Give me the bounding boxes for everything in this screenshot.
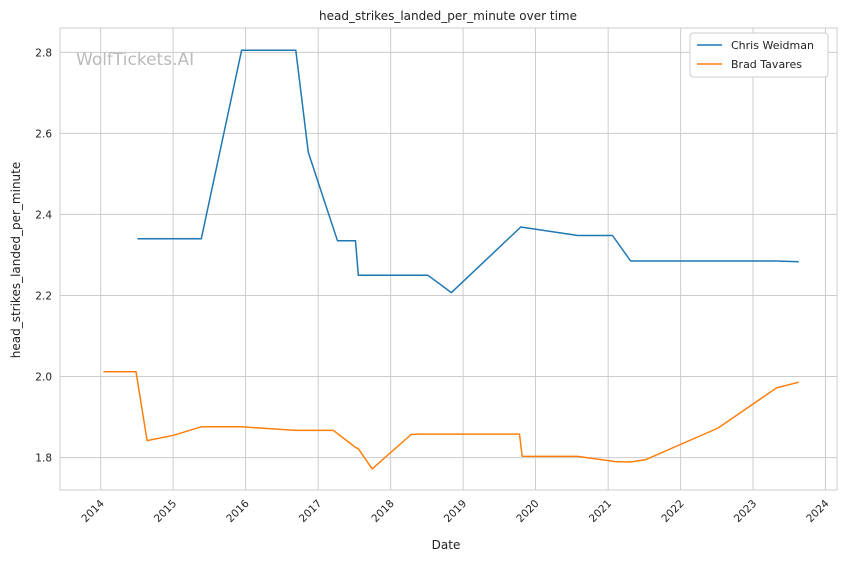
y-tick-label: 2.6 (35, 128, 52, 140)
series-line-chris-weidman (137, 49, 799, 294)
x-tick-label: 2018 (369, 498, 396, 525)
x-tick-label: 2023 (732, 498, 759, 525)
y-axis-label: head_strikes_landed_per_minute (9, 162, 23, 359)
x-tick-label: 2022 (659, 498, 686, 525)
x-tick-label: 2021 (587, 498, 614, 525)
x-tick-label: 2019 (442, 498, 469, 525)
x-tick-label: 2015 (152, 498, 179, 525)
series-layer (103, 49, 799, 470)
legend-label-chris-weidman: Chris Weidman (731, 39, 814, 52)
legend: Chris Weidman Brad Tavares (689, 32, 829, 78)
y-tick-label: 2.0 (35, 372, 52, 384)
y-tick-labels: 1.8 2.0 2.2 2.4 2.6 2.8 (35, 47, 52, 464)
x-tick-label: 2024 (804, 497, 832, 525)
x-tick-label: 2014 (79, 497, 107, 525)
legend-label-brad-tavares: Brad Tavares (731, 58, 802, 71)
legend-box (689, 32, 829, 78)
grid (60, 28, 837, 490)
y-tick-label: 2.2 (35, 290, 52, 302)
y-tick-label: 2.8 (35, 47, 52, 59)
x-tick-labels: 2014 2015 2016 2017 2018 2019 2020 2021 2022 2023… (79, 497, 831, 525)
plot-area-frame (59, 27, 838, 491)
x-tick-label: 2016 (224, 497, 252, 525)
y-tick-label: 1.8 (35, 453, 52, 465)
x-tick-label: 2020 (514, 498, 541, 525)
series-line-brad-tavares (103, 370, 799, 470)
x-axis-label: Date (432, 538, 461, 552)
watermark: WolfTickets.AI (76, 50, 194, 70)
chart-title: head_strikes_landed_per_minute over time (319, 9, 577, 23)
x-tick-label: 2017 (297, 498, 324, 525)
y-tick-label: 2.4 (35, 209, 52, 221)
